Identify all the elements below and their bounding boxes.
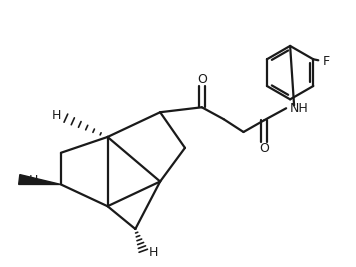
Text: NH: NH	[290, 102, 309, 115]
Polygon shape	[19, 175, 61, 184]
Text: O: O	[260, 142, 269, 155]
Text: H: H	[149, 246, 159, 259]
Text: H: H	[52, 109, 61, 122]
Text: O: O	[197, 73, 207, 85]
Text: H: H	[29, 174, 38, 187]
Text: F: F	[323, 55, 330, 68]
